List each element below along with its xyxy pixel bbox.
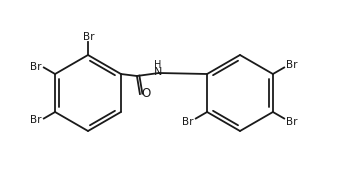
Text: Br: Br <box>182 116 194 126</box>
Text: H: H <box>154 60 162 70</box>
Text: O: O <box>141 86 150 100</box>
Text: N: N <box>154 67 162 77</box>
Text: Br: Br <box>286 116 298 126</box>
Text: Br: Br <box>83 32 95 42</box>
Text: Br: Br <box>30 114 42 124</box>
Text: Br: Br <box>286 60 298 70</box>
Text: Br: Br <box>30 62 42 72</box>
